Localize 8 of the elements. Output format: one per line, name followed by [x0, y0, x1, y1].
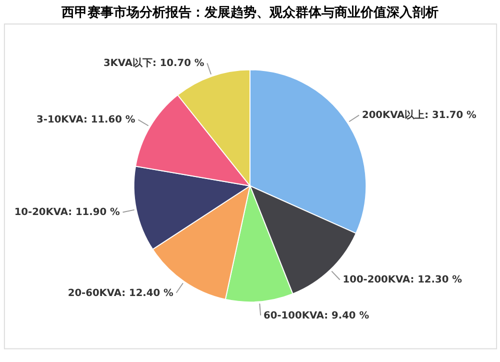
slice-label: 200KVA以上: 31.70 % [362, 109, 477, 122]
slice-label: 60-100KVA: 9.40 % [264, 310, 370, 322]
slice-label: 3KVA以下: 10.70 % [103, 57, 204, 70]
chart-title: 西甲赛事市场分析报告：发展趋势、观众群体与商业价值深入剖析 [60, 4, 438, 21]
slice-label: 100-200KVA: 12.30 % [342, 274, 462, 286]
slice-label: 3-10KVA: 11.60 % [36, 114, 136, 126]
slice-label: 20-60KVA: 12.40 % [68, 288, 174, 299]
slice-label: 10-20KVA: 11.90 % [14, 207, 120, 218]
